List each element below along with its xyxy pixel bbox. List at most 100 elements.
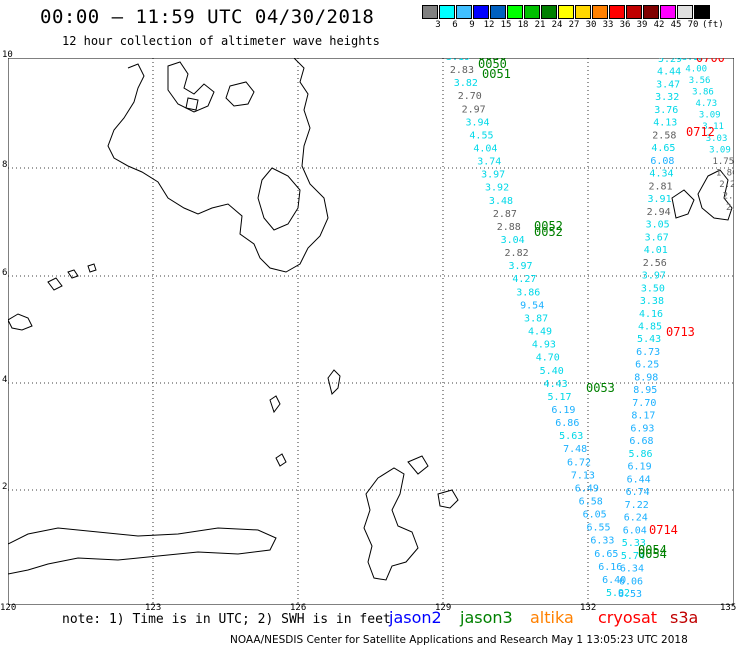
legend-swatch	[677, 5, 693, 19]
time-label: 0052	[534, 225, 563, 239]
track1-value: 3.82	[454, 78, 478, 89]
track2-value: 8.17	[631, 411, 655, 422]
track1-value: 4.49	[528, 327, 552, 338]
legend-label: 21	[534, 20, 546, 30]
track1-value: 6.33	[590, 536, 614, 547]
altimeter-tracks: 3.19 2.83 3.82 2.70 2.97 3.94 4.55 4.04 3.74 3.97…	[446, 58, 734, 600]
track2-value: 5.86	[628, 449, 652, 460]
coastline-morotai	[407, 455, 429, 475]
track2-value: 3.47	[656, 79, 680, 90]
track2-value: 4.34	[649, 169, 673, 180]
legend-swatch	[626, 5, 642, 19]
track1-value: 3.92	[485, 183, 509, 194]
legend-label: 36	[619, 20, 631, 30]
time-label: 0051	[482, 67, 511, 81]
track2-value: 4.44	[657, 67, 681, 78]
track1-value: 2.87	[493, 209, 517, 220]
track2-value: 3.91	[648, 194, 672, 205]
track1-value: 6.19	[551, 405, 575, 416]
track2-value: 4.85	[638, 322, 662, 333]
track2-value: 2.94	[647, 207, 671, 218]
time-label: 0050	[478, 58, 507, 63]
track3-value: 1.75	[712, 157, 734, 167]
track2-value: 6.34	[620, 564, 644, 575]
coastline-new-guinea	[697, 169, 733, 221]
track2-value: 6.68	[629, 436, 653, 447]
time-label: 0714	[649, 523, 678, 537]
track1-value: 6.65	[594, 549, 618, 560]
legend-swatch	[660, 5, 676, 19]
time-label: 0712	[686, 125, 715, 139]
coastline-sulu-2	[47, 263, 97, 291]
track2-value: 6.74	[626, 487, 650, 498]
longitude-label: 129	[435, 603, 452, 613]
track1-value: 3.97	[481, 170, 505, 181]
footer-credit: NOAA/NESDIS Center for Satellite Applica…	[230, 634, 688, 646]
track2-value: 7.22	[625, 500, 649, 511]
legend-label: 70	[687, 20, 699, 30]
legend-label: 39	[636, 20, 648, 30]
legend-swatch	[490, 5, 506, 19]
legend-swatch	[456, 5, 472, 19]
track3-value: 3.15	[682, 58, 704, 63]
longitude-label: 135	[720, 603, 737, 613]
track1-value: 9.54	[520, 300, 544, 311]
satellite-s3a: s3a	[670, 608, 699, 627]
track1-value: 7.13	[571, 470, 595, 481]
map-subtitle: 12 hour collection of altimeter wave hei…	[62, 34, 380, 48]
track2-value: 2.81	[648, 181, 672, 192]
legend-swatch	[592, 5, 608, 19]
longitude-label: 132	[580, 603, 597, 613]
graticule	[8, 58, 734, 605]
track2-value: 6.93	[630, 423, 654, 434]
longitude-label: 120	[0, 603, 17, 613]
track1-value: 2.88	[497, 222, 521, 233]
legend-label: 12	[483, 20, 495, 30]
legend-label: 9	[469, 20, 475, 30]
track2-value: 6.04	[623, 525, 647, 536]
track1-value: 4.43	[544, 379, 568, 390]
track1-value: 3.04	[501, 235, 525, 246]
track2-value: 5.43	[637, 334, 661, 345]
track2-value: 6.25	[635, 360, 659, 371]
legend-swatch	[643, 5, 659, 19]
legend-swatch	[575, 5, 591, 19]
track2-value: 4.65	[651, 143, 675, 154]
legend-label: 45	[670, 20, 682, 30]
latitude-label: 10	[2, 50, 13, 60]
track1-value: 7.48	[563, 444, 587, 455]
coastline-sulawesi	[8, 527, 277, 575]
track1-value: 6.72	[567, 457, 591, 468]
track3-value: 3.03	[706, 134, 728, 144]
track1-value: 3.74	[477, 157, 501, 168]
track2-value: 3.50	[641, 283, 665, 294]
track3-value: 3.56	[689, 76, 711, 86]
track1-value: 3.94	[466, 117, 490, 128]
satellite-jason3: jason3	[460, 608, 513, 627]
legend-swatch	[558, 5, 574, 19]
track2-value: 3.67	[645, 232, 669, 243]
track2-value: 2.56	[643, 258, 667, 269]
legend-label: 24	[551, 20, 563, 30]
track1-value: 6.49	[575, 483, 599, 494]
track1-value: 6.16	[598, 562, 622, 573]
coastline-mindanao	[107, 58, 329, 273]
track3-value: 2.20	[726, 203, 734, 213]
coastline-island-small	[185, 97, 199, 111]
legend-swatch	[507, 5, 523, 19]
track2-value: 6.73	[636, 347, 660, 358]
legend-label: (ft)	[702, 20, 724, 30]
track2-value: 6.53	[618, 589, 642, 600]
legend-label: 3	[435, 20, 441, 30]
footer-note: note: 1) Time is in UTC; 2) SWH is in fe…	[62, 612, 391, 627]
latitude-label: 8	[2, 160, 8, 170]
track1-value: 6.55	[586, 523, 610, 534]
coastline-talaud	[327, 369, 341, 395]
track1-value: 2.83	[450, 65, 474, 76]
track1-value: 4.93	[532, 340, 556, 351]
time-label: 0054	[638, 547, 667, 561]
track3-value: 1.86	[716, 168, 734, 178]
track3-value: 4.00	[685, 65, 707, 75]
legend-label: 42	[653, 20, 665, 30]
track2-value: 8.95	[633, 385, 657, 396]
